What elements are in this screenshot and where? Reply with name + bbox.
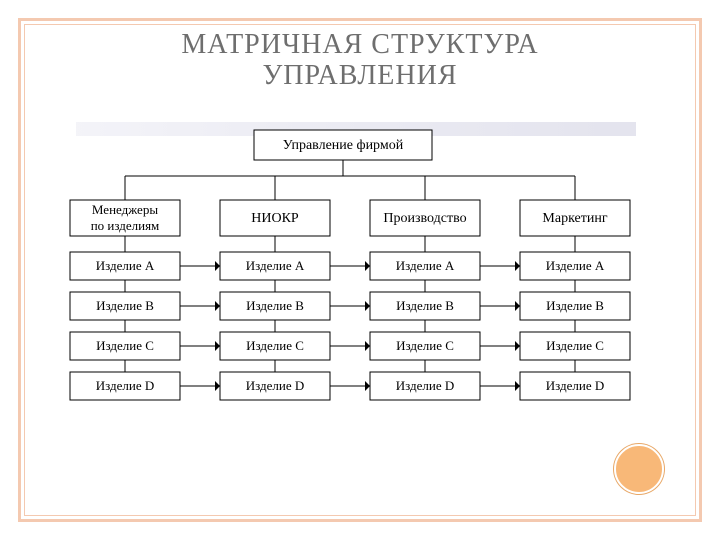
cell-label-3-2: Изделие D (396, 378, 455, 393)
cell-label-1-2: Изделие B (396, 298, 454, 313)
arrow-head (365, 381, 370, 391)
cell-label-3-1: Изделие D (246, 378, 305, 393)
cell-label-1-1: Изделие B (246, 298, 304, 313)
arrow-head (515, 381, 520, 391)
arrow-head (215, 341, 220, 351)
arrow-head (365, 301, 370, 311)
cell-label-2-1: Изделие C (246, 338, 304, 353)
col-header-label-3: Маркетинг (542, 211, 607, 226)
arrow-head (515, 261, 520, 271)
cell-label-0-0: Изделие A (96, 258, 155, 273)
cell-label-0-2: Изделие A (396, 258, 455, 273)
cell-label-0-3: Изделие A (546, 258, 605, 273)
arrow-head (365, 261, 370, 271)
col-header-label2-0: по изделиям (91, 218, 160, 233)
cell-label-2-3: Изделие C (546, 338, 604, 353)
matrix-diagram: Управление фирмой Менеджерыпо изделиям НИО… (0, 0, 720, 540)
cell-label-3-0: Изделие D (96, 378, 155, 393)
col-header-label-2: Производство (383, 211, 466, 226)
corner-disc-icon (614, 444, 664, 494)
arrow-head (215, 301, 220, 311)
arrow-head (365, 341, 370, 351)
col-header-label1-0: Менеджеры (92, 202, 158, 217)
cell-label-2-2: Изделие C (396, 338, 454, 353)
cell-label-3-3: Изделие D (546, 378, 605, 393)
cell-label-0-1: Изделие A (246, 258, 305, 273)
arrow-head (215, 261, 220, 271)
cell-label-1-3: Изделие B (546, 298, 604, 313)
cell-label-1-0: Изделие B (96, 298, 154, 313)
arrow-head (515, 301, 520, 311)
arrow-head (515, 341, 520, 351)
col-header-label-1: НИОКР (251, 211, 299, 226)
arrow-head (215, 381, 220, 391)
root-label: Управление фирмой (283, 138, 404, 153)
cell-label-2-0: Изделие C (96, 338, 154, 353)
